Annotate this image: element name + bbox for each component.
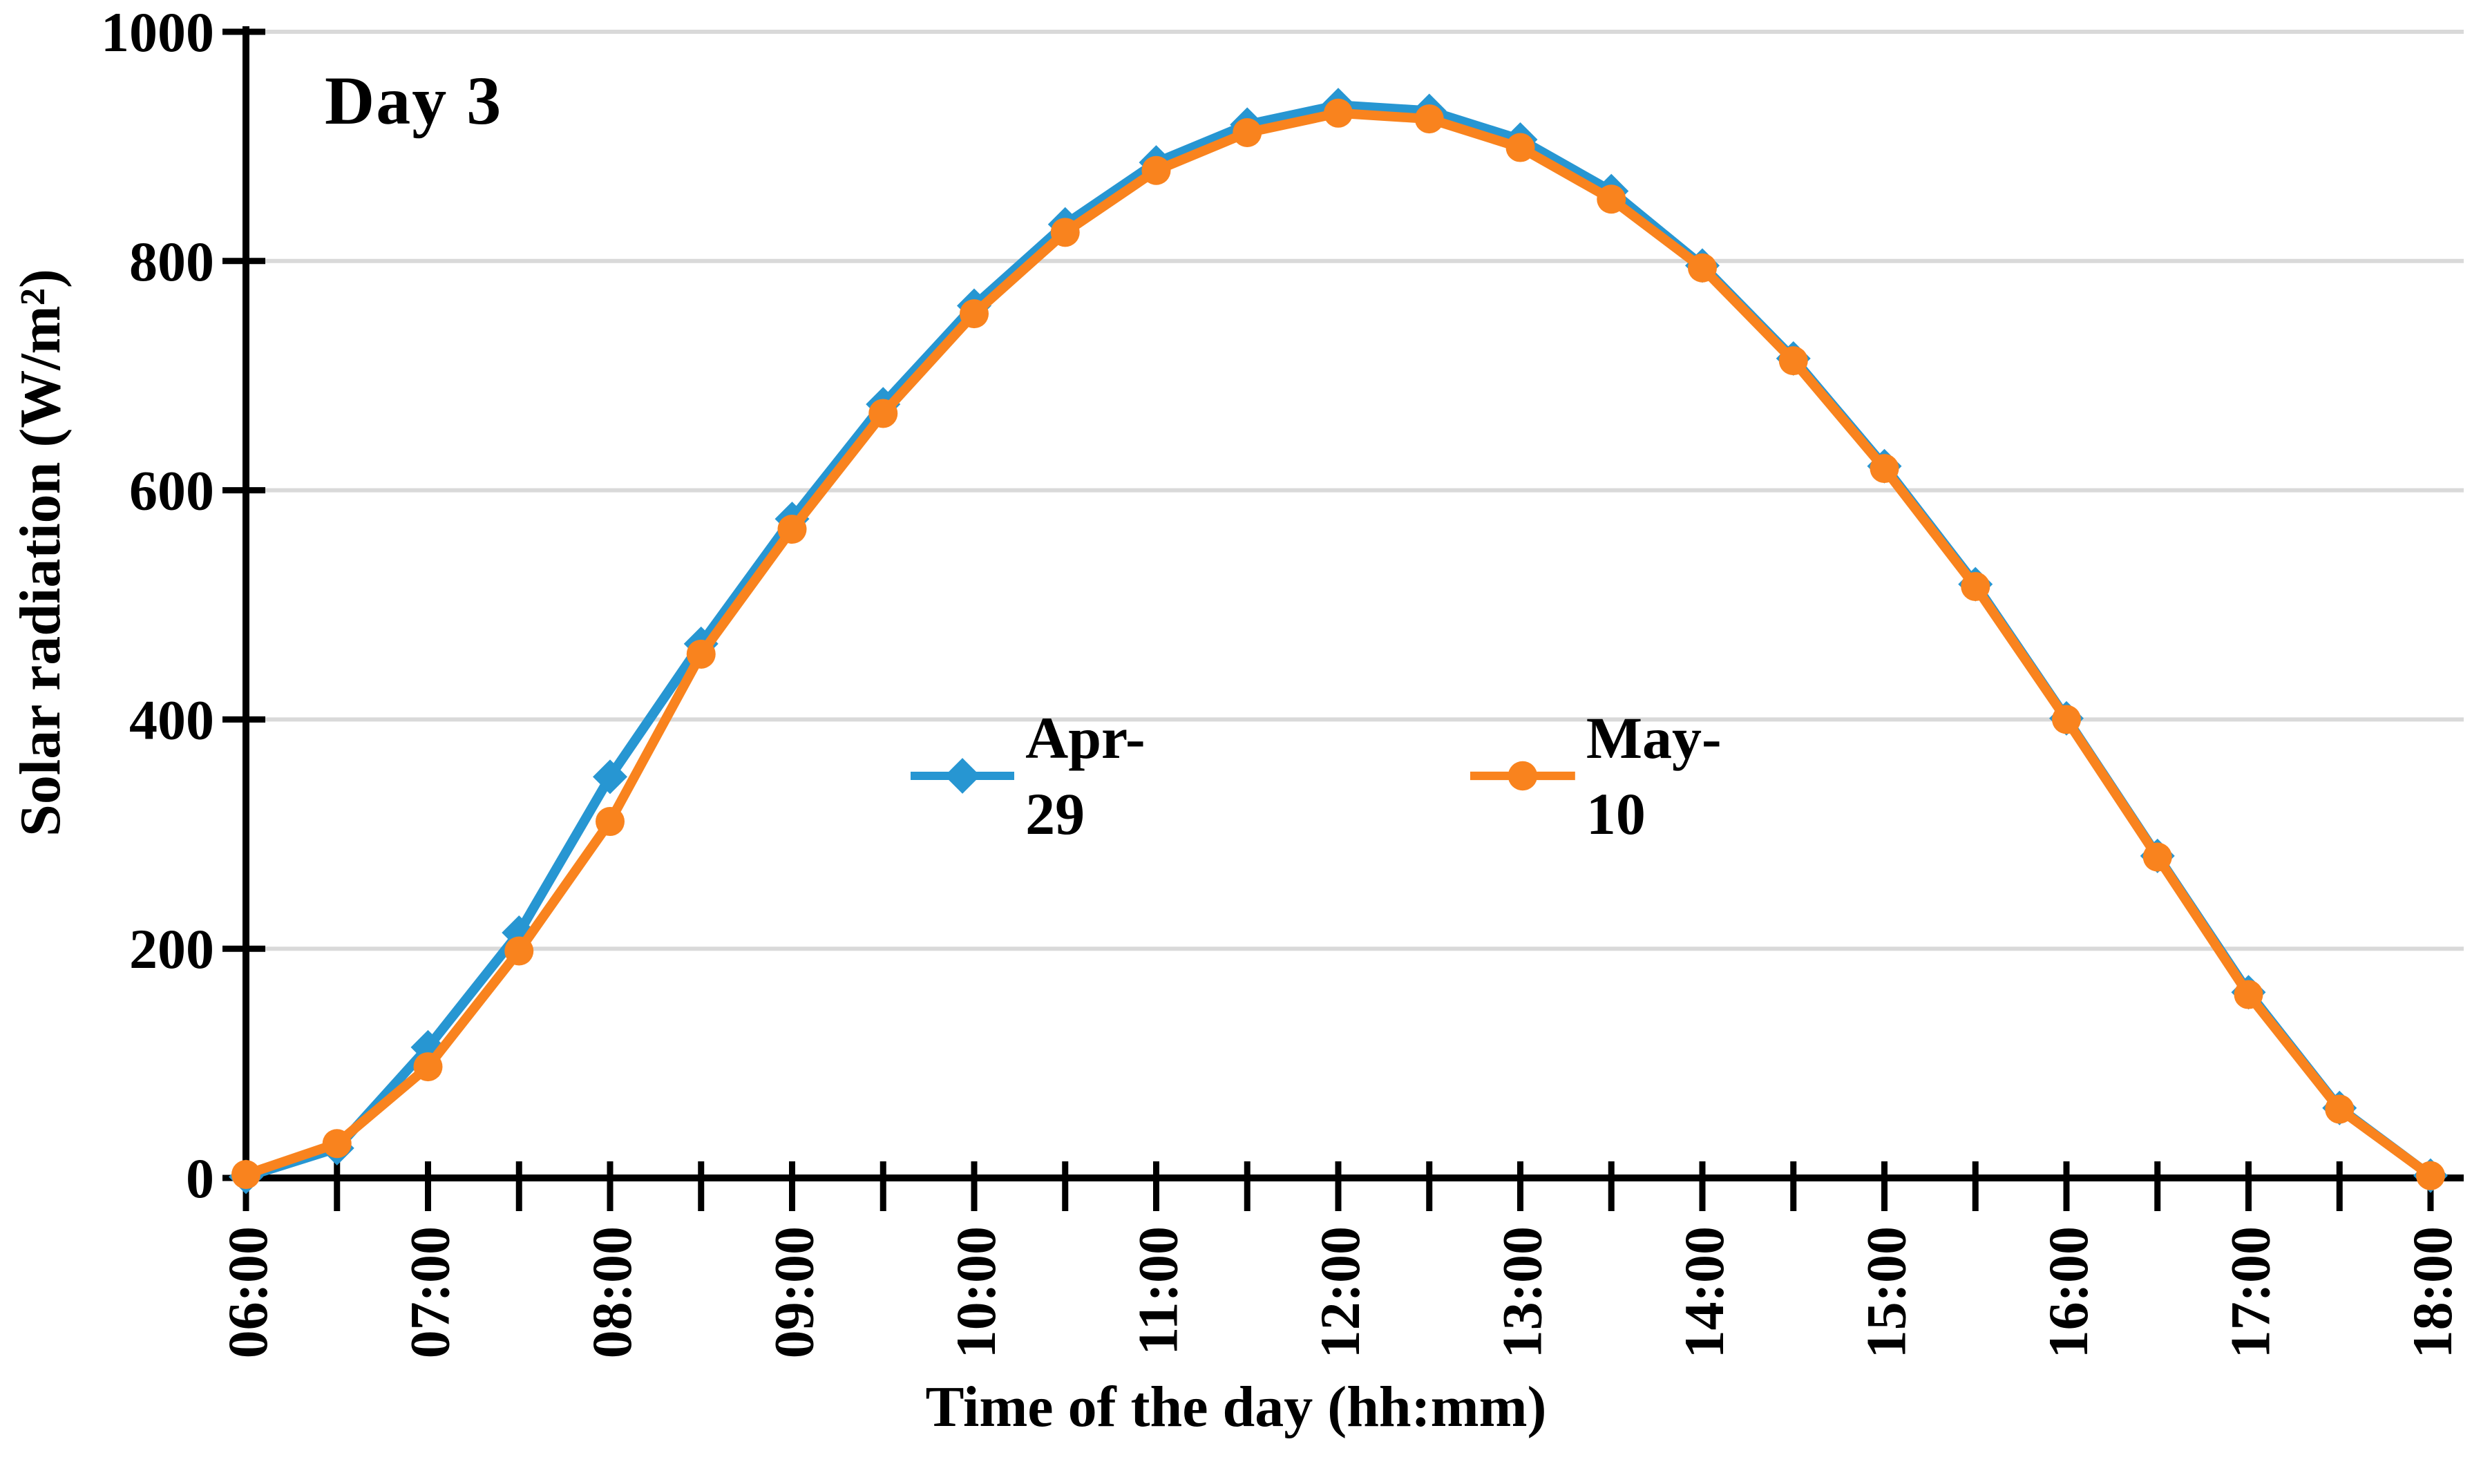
data-point-circle [1597, 184, 1626, 214]
data-point-circle [686, 639, 716, 669]
y-tick-label: 600 [129, 459, 214, 522]
x-tick-label: 10:00 [944, 1226, 1007, 1358]
y-axis-title: Solar radiation (W/m²) [8, 269, 73, 837]
legend-marker-diamond-icon [911, 758, 1015, 794]
data-point-circle [1505, 133, 1535, 162]
x-tick-label: 08:00 [580, 1226, 643, 1358]
data-point-circle [231, 1160, 260, 1190]
data-point-circle [777, 515, 807, 544]
x-axis-title: Time of the day (hh:mm) [925, 1375, 1547, 1439]
series-May-10 [231, 98, 2445, 1190]
data-point-circle [2416, 1161, 2445, 1190]
data-point-circle [1778, 346, 1808, 376]
data-point-diamond [593, 759, 627, 795]
data-point-circle [1141, 155, 1171, 185]
x-axis-ticks [243, 1161, 2434, 1211]
x-tick-label: 14:00 [1673, 1226, 1736, 1358]
data-point-circle [1324, 98, 1353, 128]
x-tick-labels: 06:00 07:00 08:00 09:00 10:00 11:00 12:00 13:00… [216, 1226, 2464, 1358]
data-point-circle [1414, 104, 1444, 134]
data-point-circle [322, 1129, 352, 1159]
axes [243, 26, 2464, 1181]
data-point-circle [596, 807, 625, 837]
y-tick-label: 400 [129, 688, 214, 751]
x-tick-label: 06:00 [216, 1226, 279, 1358]
y-tick-label: 1000 [101, 1, 214, 64]
data-point-circle [2234, 980, 2263, 1009]
y-tick-label: 200 [129, 917, 214, 980]
data-point-circle [1233, 117, 1262, 147]
x-tick-label: 13:00 [1491, 1226, 1554, 1358]
y-axis-ticks [222, 28, 265, 1181]
legend-item-may-10: May-10 [1470, 705, 1745, 847]
data-point-circle [1688, 253, 1717, 283]
x-tick-label: 18:00 [2401, 1226, 2464, 1358]
x-tick-label: 07:00 [399, 1226, 462, 1358]
data-point-circle [2142, 842, 2172, 872]
legend-marker-circle-icon [1470, 761, 1575, 791]
y-tick-label: 800 [129, 230, 214, 293]
gridlines [246, 30, 2464, 951]
y-tick-labels: 0 200 400 600 800 1000 [101, 1, 214, 1210]
data-point-circle [960, 299, 989, 329]
legend-label-may-10: May-10 [1586, 705, 1722, 847]
legend-label-apr-29: Apr-29 [1025, 705, 1145, 847]
series-Apr-29 [229, 88, 2448, 1195]
chart-title: Day 3 [325, 62, 503, 139]
x-tick-label: 12:00 [1309, 1226, 1371, 1358]
data-point-circle [2325, 1094, 2355, 1124]
x-tick-label: 17:00 [2219, 1226, 2282, 1358]
data-point-circle [868, 399, 898, 428]
y-tick-label: 0 [186, 1147, 214, 1210]
data-point-circle [1961, 571, 1990, 601]
data-point-circle [1050, 218, 1080, 247]
x-tick-label: 11:00 [1127, 1226, 1190, 1355]
legend-item-apr-29: Apr-29 [911, 705, 1170, 847]
data-point-circle [413, 1052, 443, 1082]
x-tick-label: 16:00 [2037, 1226, 2100, 1358]
x-tick-label: 09:00 [763, 1226, 826, 1358]
data-point-circle [1870, 454, 1899, 484]
data-point-circle [2052, 705, 2081, 734]
x-tick-label: 15:00 [1855, 1226, 1918, 1358]
data-point-circle [504, 936, 534, 966]
